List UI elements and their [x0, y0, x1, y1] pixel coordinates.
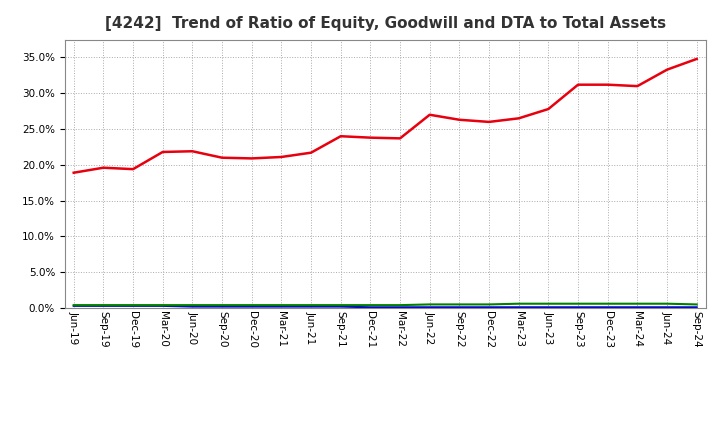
Deferred Tax Assets — [366, 302, 374, 308]
Equity — [307, 150, 315, 155]
Goodwill — [426, 304, 434, 310]
Deferred Tax Assets — [129, 302, 138, 308]
Deferred Tax Assets — [574, 301, 582, 306]
Line: Deferred Tax Assets: Deferred Tax Assets — [73, 304, 697, 305]
Goodwill — [485, 304, 493, 310]
Equity — [455, 117, 464, 122]
Line: Goodwill: Goodwill — [73, 306, 697, 307]
Deferred Tax Assets — [336, 302, 345, 308]
Goodwill — [188, 304, 197, 309]
Equity — [514, 116, 523, 121]
Goodwill — [544, 304, 553, 310]
Deferred Tax Assets — [248, 302, 256, 308]
Equity — [693, 56, 701, 62]
Line: Equity: Equity — [73, 59, 697, 173]
Goodwill — [662, 304, 671, 310]
Goodwill — [248, 304, 256, 309]
Deferred Tax Assets — [633, 301, 642, 306]
Deferred Tax Assets — [188, 302, 197, 308]
Goodwill — [158, 303, 167, 308]
Goodwill — [307, 304, 315, 309]
Goodwill — [277, 304, 286, 309]
Goodwill — [693, 304, 701, 310]
Goodwill — [217, 304, 226, 309]
Equity — [485, 119, 493, 125]
Goodwill — [633, 304, 642, 310]
Equity — [574, 82, 582, 87]
Equity — [336, 134, 345, 139]
Goodwill — [69, 303, 78, 308]
Equity — [633, 84, 642, 89]
Deferred Tax Assets — [662, 301, 671, 306]
Deferred Tax Assets — [485, 302, 493, 307]
Deferred Tax Assets — [217, 302, 226, 308]
Goodwill — [514, 304, 523, 310]
Equity — [603, 82, 612, 87]
Goodwill — [336, 304, 345, 309]
Deferred Tax Assets — [426, 302, 434, 307]
Deferred Tax Assets — [69, 302, 78, 308]
Equity — [426, 112, 434, 117]
Title: [4242]  Trend of Ratio of Equity, Goodwill and DTA to Total Assets: [4242] Trend of Ratio of Equity, Goodwil… — [104, 16, 666, 32]
Equity — [217, 155, 226, 160]
Deferred Tax Assets — [603, 301, 612, 306]
Goodwill — [455, 304, 464, 310]
Equity — [188, 149, 197, 154]
Goodwill — [396, 304, 405, 310]
Equity — [99, 165, 108, 170]
Equity — [396, 136, 405, 141]
Goodwill — [129, 303, 138, 308]
Deferred Tax Assets — [514, 301, 523, 306]
Goodwill — [574, 304, 582, 310]
Deferred Tax Assets — [158, 302, 167, 308]
Deferred Tax Assets — [99, 302, 108, 308]
Deferred Tax Assets — [693, 302, 701, 307]
Equity — [366, 135, 374, 140]
Equity — [248, 156, 256, 161]
Equity — [69, 170, 78, 176]
Equity — [277, 154, 286, 160]
Goodwill — [99, 303, 108, 308]
Equity — [129, 166, 138, 172]
Equity — [158, 149, 167, 154]
Deferred Tax Assets — [455, 302, 464, 307]
Deferred Tax Assets — [307, 302, 315, 308]
Equity — [662, 67, 671, 72]
Deferred Tax Assets — [396, 302, 405, 308]
Equity — [544, 106, 553, 112]
Goodwill — [603, 304, 612, 310]
Goodwill — [366, 304, 374, 310]
Deferred Tax Assets — [277, 302, 286, 308]
Deferred Tax Assets — [544, 301, 553, 306]
